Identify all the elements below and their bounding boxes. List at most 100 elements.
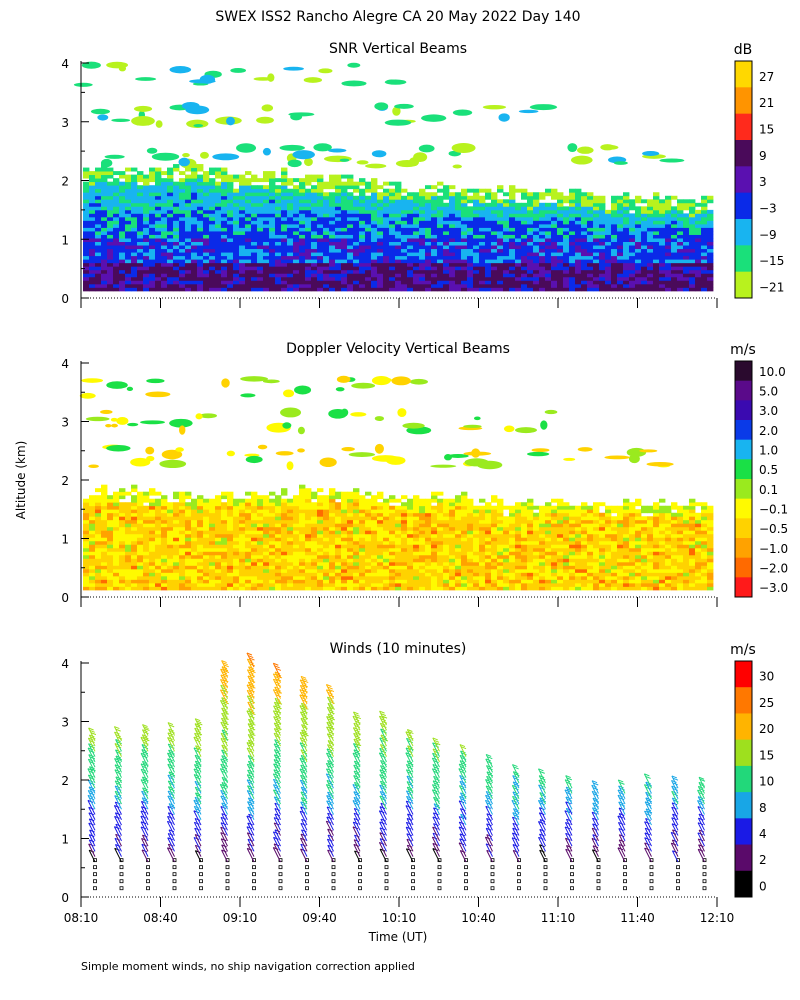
snr-cell	[617, 209, 624, 214]
snr-cell	[317, 266, 324, 271]
snr-cell	[161, 283, 168, 288]
snr-cell	[329, 269, 336, 274]
doppler-cell	[233, 537, 240, 542]
snr-cell	[401, 266, 408, 271]
doppler-cell	[137, 554, 144, 559]
snr-cell	[221, 252, 228, 257]
doppler-cell	[191, 568, 198, 573]
snr-cloud-patch	[230, 67, 247, 73]
snr-cell	[347, 259, 354, 264]
snr-cell	[491, 266, 498, 271]
doppler-cell	[407, 575, 414, 580]
snr-cell	[395, 273, 402, 278]
doppler-cell	[125, 512, 132, 517]
doppler-cell	[215, 575, 222, 580]
snr-cloud-patch	[261, 104, 274, 112]
snr-cell	[359, 287, 366, 292]
doppler-cell	[347, 533, 354, 538]
snr-cell	[167, 171, 174, 176]
snr-cell	[515, 269, 522, 274]
snr-cell	[143, 181, 150, 186]
snr-cell	[167, 234, 174, 239]
snr-cell	[341, 202, 348, 207]
doppler-cell	[233, 575, 240, 580]
doppler-cell	[203, 523, 210, 528]
snr-cell	[521, 223, 528, 228]
snr-cell	[329, 223, 336, 228]
snr-cell	[395, 231, 402, 235]
doppler-cell	[401, 554, 408, 559]
doppler-cell	[137, 505, 144, 510]
snr-cell	[281, 245, 288, 250]
snr-cell	[671, 195, 678, 200]
snr-cell	[329, 248, 336, 253]
snr-cell	[425, 216, 432, 221]
snr-cell	[245, 213, 252, 218]
snr-cell	[551, 287, 558, 292]
snr-cell	[251, 234, 258, 239]
snr-cell	[443, 220, 450, 225]
snr-cell	[299, 202, 306, 207]
doppler-cell	[179, 519, 186, 524]
snr-cell	[545, 266, 552, 271]
snr-cell	[569, 283, 576, 288]
snr-cell	[371, 262, 378, 267]
snr-cell	[245, 178, 252, 183]
doppler-cell	[143, 523, 150, 528]
snr-cell	[635, 206, 642, 211]
doppler-cell	[119, 495, 126, 500]
snr-plot-area	[73, 61, 714, 292]
snr-cell	[203, 223, 210, 228]
snr-cell	[551, 276, 558, 281]
snr-cell	[239, 276, 246, 281]
doppler-cell	[203, 568, 210, 573]
snr-cell	[293, 209, 300, 214]
snr-cell	[83, 192, 90, 197]
snr-cell	[119, 287, 126, 292]
doppler-cell	[425, 586, 432, 591]
doppler-cell	[245, 572, 252, 577]
doppler-cell	[317, 540, 324, 545]
snr-cell	[701, 287, 708, 292]
snr-cell	[503, 241, 510, 246]
snr-cell	[113, 178, 120, 183]
snr-cell	[119, 262, 126, 267]
snr-cell	[89, 185, 96, 190]
doppler-cell	[185, 544, 192, 549]
doppler-cell	[425, 551, 432, 556]
snr-cell	[437, 255, 444, 260]
snr-cell	[659, 202, 666, 207]
doppler-cell	[305, 509, 312, 514]
snr-cell	[467, 280, 474, 285]
doppler-cell	[383, 526, 390, 531]
snr-cell	[143, 220, 150, 225]
snr-cell	[197, 192, 204, 197]
doppler-cell	[383, 554, 390, 559]
doppler-cell	[185, 495, 192, 500]
doppler-cell	[221, 491, 228, 496]
doppler-cell	[161, 502, 168, 507]
doppler-cell	[197, 519, 204, 524]
doppler-cell	[341, 551, 348, 556]
doppler-cell	[329, 540, 336, 545]
snr-cloud-patch	[146, 147, 158, 154]
snr-cell	[167, 287, 174, 292]
snr-cell	[443, 248, 450, 253]
doppler-cell	[203, 509, 210, 514]
doppler-cell	[329, 502, 336, 507]
snr-cell	[275, 202, 282, 207]
doppler-cell	[137, 495, 144, 500]
snr-cell	[671, 269, 678, 274]
snr-cell	[83, 195, 90, 200]
snr-cell	[623, 269, 630, 274]
snr-cell	[413, 220, 420, 225]
snr-cell	[269, 248, 276, 253]
snr-cell	[617, 255, 624, 260]
doppler-cell	[443, 551, 450, 556]
snr-cell	[137, 206, 144, 211]
doppler-cell	[443, 544, 450, 549]
doppler-cell	[221, 544, 228, 549]
snr-cell	[491, 287, 498, 292]
snr-cell	[515, 202, 522, 207]
snr-cell	[287, 283, 294, 288]
